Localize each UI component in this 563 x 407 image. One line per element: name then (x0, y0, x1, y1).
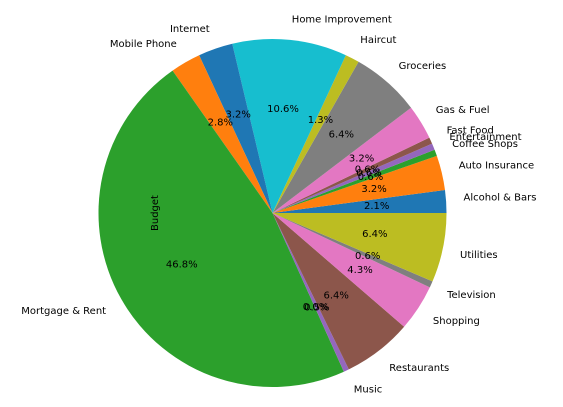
slice-label-haircut: Haircut (360, 35, 396, 46)
percent-label-entertainment: 0.6% (356, 168, 381, 179)
pie-slice-fast-food (272, 137, 433, 213)
pie-slice-haircut (272, 55, 359, 214)
y-axis-label: Budget (150, 195, 161, 231)
percent-label-extra-0: 0.0% (303, 302, 328, 313)
pie-slice-restaurants (272, 213, 405, 370)
pie-slice-mobile-phone (172, 55, 273, 214)
slice-label-fast-food: Fast Food (447, 125, 494, 136)
slice-label-entertainment: Entertainment (449, 132, 521, 143)
pie-slice-television (272, 213, 433, 288)
pie-slice-utilities (272, 213, 447, 282)
slice-label-alcohol-bars: Alcohol & Bars (464, 192, 537, 203)
pie-slice-gas-fuel (272, 107, 430, 213)
pie-slice-entertainment (272, 143, 435, 213)
pie-slice-mortgage-rent (98, 70, 344, 388)
slice-label-home-improvement: Home Improvement (292, 15, 392, 26)
percent-label-utilities: 6.4% (362, 229, 387, 240)
slice-label-mobile-phone: Mobile Phone (110, 39, 177, 50)
slice-labels: Alcohol & Bars Auto Insurance Coffee Shops… (21, 15, 536, 396)
percent-label-shopping: 4.3% (347, 265, 372, 276)
slice-label-utilities: Utilities (460, 250, 498, 261)
pie-slice-internet (199, 43, 273, 213)
percent-label-auto-insurance: 3.2% (361, 184, 386, 195)
percent-label-gas-fuel: 3.2% (349, 154, 374, 165)
percent-label-haircut: 1.3% (308, 115, 333, 126)
slice-label-groceries: Groceries (399, 61, 447, 72)
pie-slice-coffee-shops (272, 149, 437, 213)
percent-label-groceries: 6.4% (329, 130, 354, 141)
pie-slice-music (272, 213, 349, 372)
pie-slice-home-improvement (232, 39, 346, 214)
pie-slice-groceries (272, 61, 412, 213)
pie-slice-shopping (272, 213, 430, 327)
percent-label-mortgage-rent: 46.8% (166, 260, 198, 271)
percent-label-music: 0.5% (304, 303, 329, 314)
pie-slices (98, 39, 447, 388)
percent-label-fast-food: 0.6% (355, 165, 380, 176)
pie-slice-alcohol-bars (272, 190, 447, 213)
percent-label-home-improvement: 10.6% (267, 104, 299, 115)
percent-label-mobile-phone: 2.8% (208, 118, 233, 129)
percent-label-television: 0.6% (355, 251, 380, 262)
slice-label-gas-fuel: Gas & Fuel (436, 105, 490, 116)
pie-slice-auto-insurance (272, 155, 445, 213)
percent-label-restaurants: 6.4% (323, 291, 348, 302)
slice-label-television: Television (446, 290, 496, 301)
slice-label-coffee-shops: Coffee Shops (452, 139, 518, 150)
percent-label-internet: 3.2% (225, 109, 250, 120)
percent-label-coffee-shops: 0.6% (358, 172, 383, 183)
slice-label-internet: Internet (170, 24, 210, 35)
slice-label-shopping: Shopping (433, 316, 480, 327)
slice-label-restaurants: Restaurants (389, 363, 449, 374)
percent-labels: 2.1%3.2%0.6%0.6%0.6%3.2%6.4%1.3%10.6%3.2… (166, 104, 389, 313)
slice-label-music: Music (354, 385, 382, 396)
slice-label-auto-insurance: Auto Insurance (459, 161, 534, 172)
slice-label-mortgage-rent: Mortgage & Rent (21, 306, 106, 317)
percent-label-alcohol-bars: 2.1% (364, 201, 389, 212)
